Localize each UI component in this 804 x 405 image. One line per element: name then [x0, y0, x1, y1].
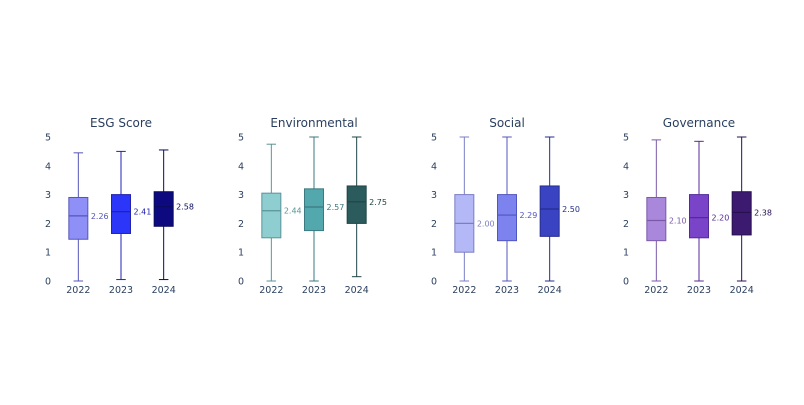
- y-tick-label: 4: [431, 161, 437, 172]
- y-tick-label: 3: [238, 190, 244, 201]
- y-tick-label: 5: [238, 133, 244, 144]
- x-tick-label: 2023: [302, 285, 326, 296]
- iqr-box: [153, 191, 174, 227]
- iqr-box: [68, 196, 89, 240]
- x-tick-label: 2023: [495, 285, 519, 296]
- x-tick-label: 2024: [538, 285, 562, 296]
- box-2022: 2.26: [68, 152, 109, 282]
- box-2023: 2.41: [111, 150, 152, 281]
- x-tick-label: 2023: [109, 285, 133, 296]
- y-tick-label: 5: [431, 133, 437, 144]
- x-tick-label: 2023: [687, 285, 711, 296]
- iqr-box: [304, 188, 324, 232]
- y-tick-label: 0: [431, 277, 437, 288]
- box-2022: 2.10: [646, 139, 687, 282]
- x-tick-label: 2024: [152, 285, 176, 296]
- iqr-box: [111, 194, 131, 234]
- iqr-box: [646, 196, 667, 242]
- y-tick-label: 5: [623, 133, 629, 144]
- iqr-box: [261, 192, 282, 239]
- iqr-box: [689, 194, 709, 239]
- y-tick-label: 3: [623, 190, 629, 201]
- y-tick-label: 0: [238, 277, 244, 288]
- y-tick-label: 3: [45, 190, 51, 201]
- iqr-box: [731, 191, 752, 236]
- panel-title: ESG Score: [90, 116, 152, 130]
- panel-title: Environmental: [270, 116, 357, 130]
- y-tick-label: 2: [623, 219, 629, 230]
- y-tick-label: 1: [623, 248, 629, 259]
- box-2022: 2.00: [454, 136, 495, 282]
- median-label: 2.75: [369, 198, 387, 207]
- panel-2: Social 0 1 2 3 4 5 2.00 2022 2.29 2023 2.50 2024: [431, 116, 580, 296]
- y-tick-label: 2: [431, 219, 437, 230]
- x-tick-label: 2022: [66, 285, 90, 296]
- y-tick-label: 1: [238, 248, 244, 259]
- median-label: 2.44: [284, 207, 302, 216]
- y-tick-label: 4: [238, 161, 244, 172]
- median-label: 2.00: [477, 219, 495, 228]
- panel-1: Environmental 0 1 2 3 4 5 2.44 2022 2.57 2023 2.75 2…: [238, 116, 387, 296]
- box-2024: 2.38: [731, 136, 772, 282]
- y-tick-label: 5: [45, 133, 51, 144]
- box-2023: 2.57: [304, 136, 345, 282]
- median-label: 2.20: [712, 214, 730, 223]
- box-2024: 2.50: [539, 136, 580, 282]
- x-tick-label: 2024: [730, 285, 754, 296]
- y-tick-label: 0: [623, 277, 629, 288]
- median-label: 2.57: [327, 203, 345, 212]
- y-tick-label: 1: [431, 248, 437, 259]
- y-tick-label: 1: [45, 248, 51, 259]
- median-label: 2.26: [91, 212, 109, 221]
- y-tick-label: 2: [238, 219, 244, 230]
- median-label: 2.10: [669, 217, 687, 226]
- panel-title: Social: [489, 116, 525, 130]
- y-tick-label: 4: [45, 161, 51, 172]
- y-tick-label: 0: [45, 277, 51, 288]
- panel-title: Governance: [663, 116, 735, 130]
- x-tick-label: 2022: [259, 285, 283, 296]
- box-2022: 2.44: [261, 143, 302, 282]
- median-label: 2.29: [520, 211, 538, 220]
- y-tick-label: 3: [431, 190, 437, 201]
- iqr-box: [497, 194, 517, 242]
- panel-0: ESG Score 0 1 2 3 4 5 2.26 2022 2.41 2023 2.58 2024: [45, 116, 194, 296]
- y-tick-label: 2: [45, 219, 51, 230]
- box-2023: 2.20: [689, 140, 730, 282]
- iqr-box: [346, 185, 367, 224]
- x-tick-label: 2022: [452, 285, 476, 296]
- box-2024: 2.58: [153, 149, 194, 281]
- x-tick-label: 2022: [644, 285, 668, 296]
- median-label: 2.58: [176, 203, 194, 212]
- box-2024: 2.75: [346, 136, 387, 278]
- median-label: 2.50: [562, 205, 580, 214]
- box-2023: 2.29: [497, 136, 538, 282]
- median-label: 2.41: [134, 208, 152, 217]
- iqr-box: [539, 185, 560, 237]
- x-tick-label: 2024: [345, 285, 369, 296]
- panel-3: Governance 0 1 2 3 4 5 2.10 2022 2.20 2023 2.38 2024: [623, 116, 772, 296]
- median-label: 2.38: [754, 208, 772, 217]
- y-tick-label: 4: [623, 161, 629, 172]
